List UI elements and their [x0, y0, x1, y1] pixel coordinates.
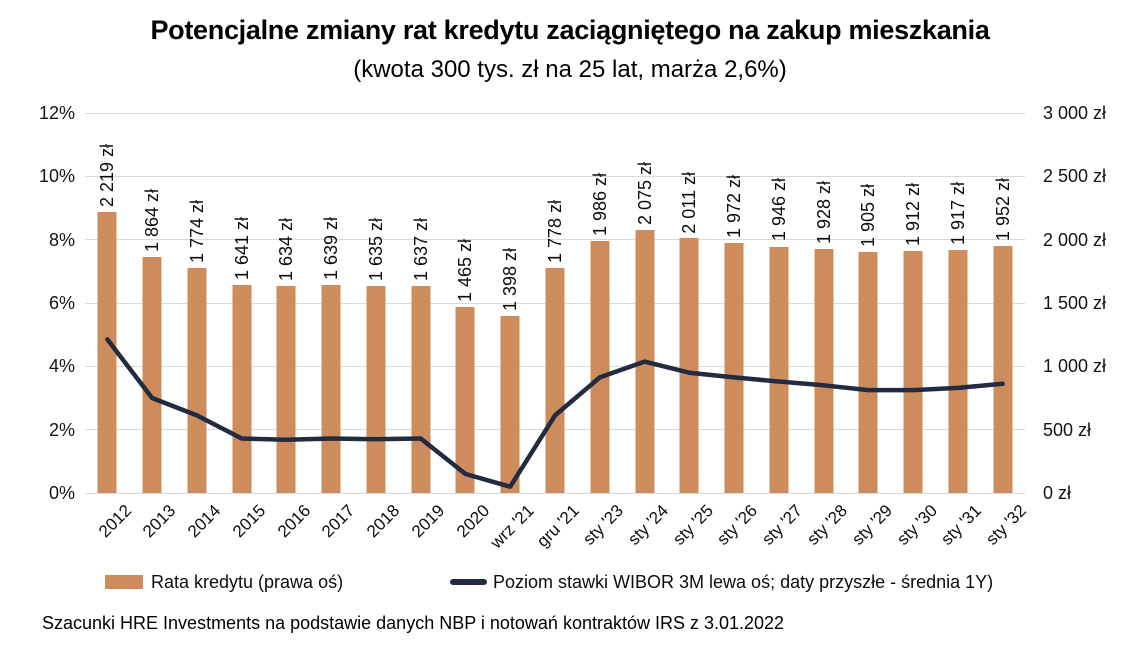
gridline — [85, 112, 1025, 114]
x-axis-label: 2017 — [318, 501, 359, 542]
x-axis-label: sty '25 — [668, 501, 717, 549]
y-axis-right-tick-label: 2 500 zł — [1043, 166, 1107, 187]
legend-label-wibor: Poziom stawki WIBOR 3M lewa oś; daty prz… — [493, 571, 994, 592]
x-axis-label: sty '27 — [758, 501, 807, 549]
x-axis-label: 2013 — [139, 501, 180, 542]
bar-slot: 1 912 zł — [891, 113, 936, 493]
legend-item-wibor: Poziom stawki WIBOR 3M lewa oś; daty prz… — [450, 570, 993, 594]
bar-rata-kredytu — [321, 285, 341, 493]
gridline — [85, 175, 1025, 177]
source-note: Szacunki HRE Investments na podstawie da… — [42, 613, 785, 633]
y-axis-left-tick-label: 6% — [48, 293, 75, 313]
gridline — [85, 239, 1025, 241]
y-axis-right-tick-label: 0 zł — [1043, 483, 1072, 503]
line-series-swatch — [450, 579, 487, 585]
wibor-line — [105, 337, 1005, 489]
bar-rata-kredytu — [545, 267, 565, 493]
x-axis-label: sty '32 — [982, 501, 1031, 549]
bar-slot: 1 917 zł — [935, 113, 980, 493]
x-axis-label: sty '30 — [892, 501, 941, 549]
bar-rata-kredytu — [97, 211, 117, 493]
bar-slot: 1 641 zł — [219, 113, 264, 493]
x-axis-label: gru '21 — [532, 501, 583, 551]
bar-rata-kredytu — [142, 256, 162, 493]
bar-slot: 1 946 zł — [756, 113, 801, 493]
x-axis-label: 2015 — [228, 501, 270, 542]
bar-series-swatch — [105, 575, 143, 589]
y-axis-right-tick-label: 500 zł — [1043, 419, 1092, 440]
y-axis-right-tick-label: 1 000 zł — [1043, 356, 1107, 377]
bar-rata-kredytu — [455, 307, 475, 493]
plot-area: 2 219 zł 1 864 zł 1 774 zł 1 641 zł 1 634 zł… — [85, 112, 1025, 494]
chart-title: Potencjalne zmiany rat kredytu zaciągnię… — [150, 15, 990, 45]
bar-slot: 1 864 zł — [130, 113, 175, 493]
legend-item-rata-kredytu: Rata kredytu (prawa oś) — [105, 570, 343, 594]
legend-label-rata-kredytu: Rata kredytu (prawa oś) — [151, 571, 344, 592]
x-axis-label: 2018 — [363, 501, 404, 542]
x-axis-label: 2020 — [452, 501, 493, 542]
bar-rata-kredytu — [187, 268, 207, 493]
x-axis-label: sty '23 — [579, 501, 628, 549]
chart-subtitle: (kwota 300 tys. zł na 25 lat, marża 2,6%… — [353, 56, 787, 83]
x-axis-label: sty '26 — [713, 501, 762, 549]
bar-rata-kredytu — [769, 246, 789, 493]
x-axis-label: sty '24 — [624, 501, 672, 549]
bar-rata-kredytu — [993, 245, 1013, 493]
bar-slot: 1 398 zł — [488, 113, 533, 493]
bar-rata-kredytu — [590, 241, 610, 493]
gridline — [85, 492, 1025, 494]
bar-rata-kredytu — [232, 285, 252, 493]
bar-rata-kredytu — [858, 251, 878, 493]
bar-slot: 1 465 zł — [443, 113, 488, 493]
x-axis-label: 2012 — [94, 501, 135, 542]
bar-slot: 1 952 zł — [980, 113, 1025, 493]
wibor-line-layer — [105, 337, 1005, 489]
bar-rata-kredytu — [679, 238, 699, 493]
bar-slot: 1 986 zł — [577, 113, 622, 493]
x-axis: 2012 2013 2014 2015 2016 2017 2018 2019 2020 wrz … — [85, 501, 1030, 563]
x-axis-label: sty '28 — [803, 501, 852, 549]
x-axis-label: wrz '21 — [486, 501, 538, 553]
bar-slot: 1 928 zł — [801, 113, 846, 493]
bar-rata-kredytu — [724, 243, 744, 493]
bar-rata-kredytu — [903, 250, 923, 493]
x-axis-label: sty '29 — [847, 501, 896, 549]
y-axis-left-tick-label: 10% — [38, 166, 75, 187]
bar-slot: 1 778 zł — [533, 113, 578, 493]
bar-rata-kredytu — [500, 315, 520, 493]
y-axis-left-tick-label: 8% — [48, 229, 75, 250]
bar-rata-kredytu — [814, 248, 834, 493]
bar-slot: 1 639 zł — [309, 113, 354, 493]
x-axis-label: 2014 — [184, 501, 225, 542]
y-axis-right-tick-label: 2 000 zł — [1043, 229, 1107, 250]
y-axis-right-tick-label: 3 000 zł — [1043, 103, 1107, 123]
y-axis-left-tick-label: 12% — [38, 103, 75, 123]
bar-rata-kredytu — [948, 250, 968, 493]
bar-slot: 1 774 zł — [175, 113, 220, 493]
y-axis-right-tick-label: 1 500 zł — [1043, 293, 1107, 313]
bar-slot: 2 011 zł — [667, 113, 712, 493]
y-axis-left-tick-label: 2% — [48, 419, 75, 440]
x-axis-label: 2019 — [407, 501, 449, 542]
x-axis-label: sty '31 — [937, 501, 986, 549]
bar-slot: 1 905 zł — [846, 113, 891, 493]
y-axis-left-tick-label: 4% — [48, 356, 75, 377]
bar-slot: 2 219 zł — [85, 113, 130, 493]
y-axis-left-tick-label: 0% — [48, 483, 75, 503]
bar-slot: 1 972 zł — [712, 113, 757, 493]
x-axis-label: 2016 — [273, 501, 314, 542]
